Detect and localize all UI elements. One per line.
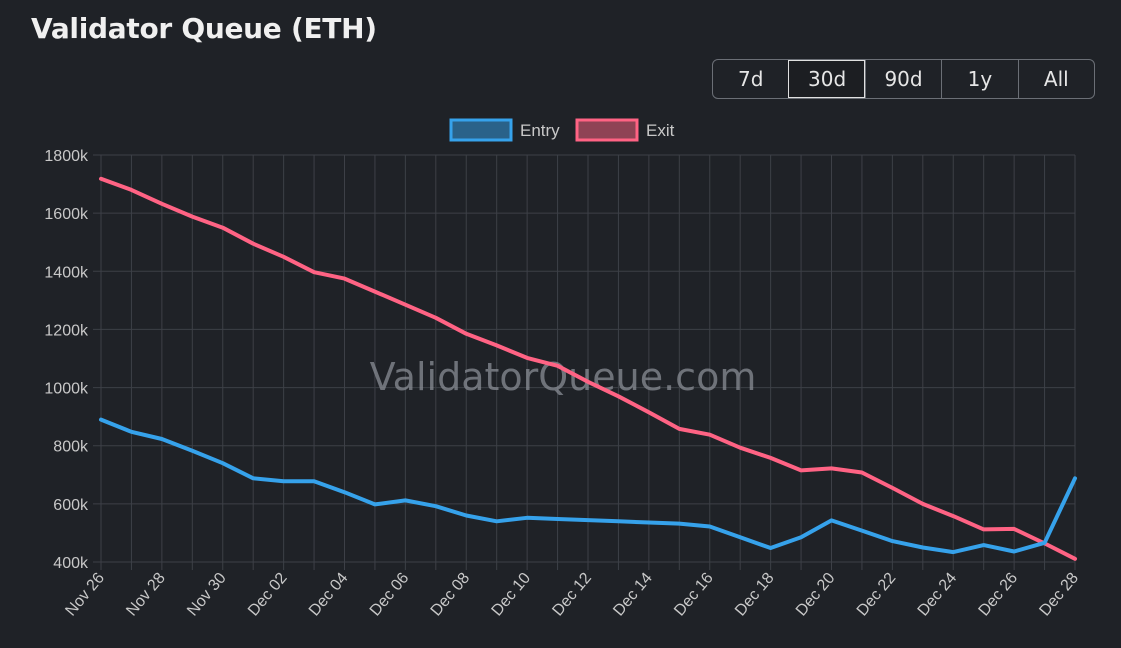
time-range-selector: 7d 30d 90d 1y All — [712, 59, 1095, 99]
x-tick-label: Dec 28 — [1036, 570, 1082, 620]
x-tick-label: Dec 18 — [732, 570, 778, 620]
y-tick-label: 600k — [53, 497, 89, 514]
y-tick-label: 1000k — [44, 381, 89, 398]
y-axis-ticks: 400k 600k 800k 1000k 1200k 1400k 1600k 1800k — [44, 148, 89, 572]
x-tick-label: Dec 08 — [428, 570, 474, 620]
legend-label: Entry — [520, 121, 560, 140]
range-button-90d[interactable]: 90d — [864, 60, 941, 98]
y-tick-label: 1400k — [44, 264, 89, 281]
x-tick-label: Dec 14 — [610, 570, 656, 620]
legend-item-exit[interactable]: Exit — [575, 118, 675, 142]
x-tick-label: Nov 30 — [184, 570, 230, 620]
legend-item-entry[interactable]: Entry — [449, 118, 560, 142]
x-tick-label: Dec 12 — [549, 570, 595, 620]
range-button-30d[interactable]: 30d — [788, 60, 865, 98]
y-tick-label: 1800k — [44, 148, 89, 165]
series-line-exit — [99, 176, 1077, 561]
y-tick-label: 400k — [53, 555, 89, 572]
range-button-1y[interactable]: 1y — [941, 60, 1017, 98]
series-line-entry — [99, 417, 1077, 555]
x-axis-ticks: Nov 26 Nov 28 Nov 30 Dec 02 Dec 04 Dec 06 Dec … — [62, 570, 1082, 620]
chart-grid — [93, 154, 1076, 570]
x-tick-label: Dec 20 — [793, 570, 839, 620]
legend-label: Exit — [646, 121, 675, 140]
x-tick-label: Dec 02 — [245, 570, 291, 620]
x-tick-label: Dec 06 — [367, 570, 413, 620]
chart-legend: Entry Exit — [449, 118, 675, 142]
y-tick-label: 1600k — [44, 206, 89, 223]
x-tick-label: Dec 22 — [854, 570, 900, 620]
x-tick-label: Dec 16 — [671, 570, 717, 620]
watermark-text: ValidatorQueue.com — [370, 355, 757, 399]
y-tick-label: 1200k — [44, 322, 89, 339]
x-tick-label: Nov 28 — [123, 570, 169, 620]
x-tick-label: Dec 10 — [489, 570, 535, 620]
page-title: Validator Queue (ETH) — [31, 12, 377, 45]
x-tick-label: Dec 04 — [306, 570, 352, 620]
x-tick-label: Dec 24 — [915, 570, 961, 620]
chart-series — [99, 176, 1077, 561]
range-button-all[interactable]: All — [1017, 60, 1094, 98]
x-tick-label: Nov 26 — [62, 570, 108, 620]
legend-swatch-exit — [575, 118, 639, 142]
legend-swatch-entry — [449, 118, 513, 142]
range-button-7d[interactable]: 7d — [737, 67, 764, 91]
y-tick-label: 800k — [53, 439, 89, 456]
x-tick-label: Dec 26 — [976, 570, 1022, 620]
